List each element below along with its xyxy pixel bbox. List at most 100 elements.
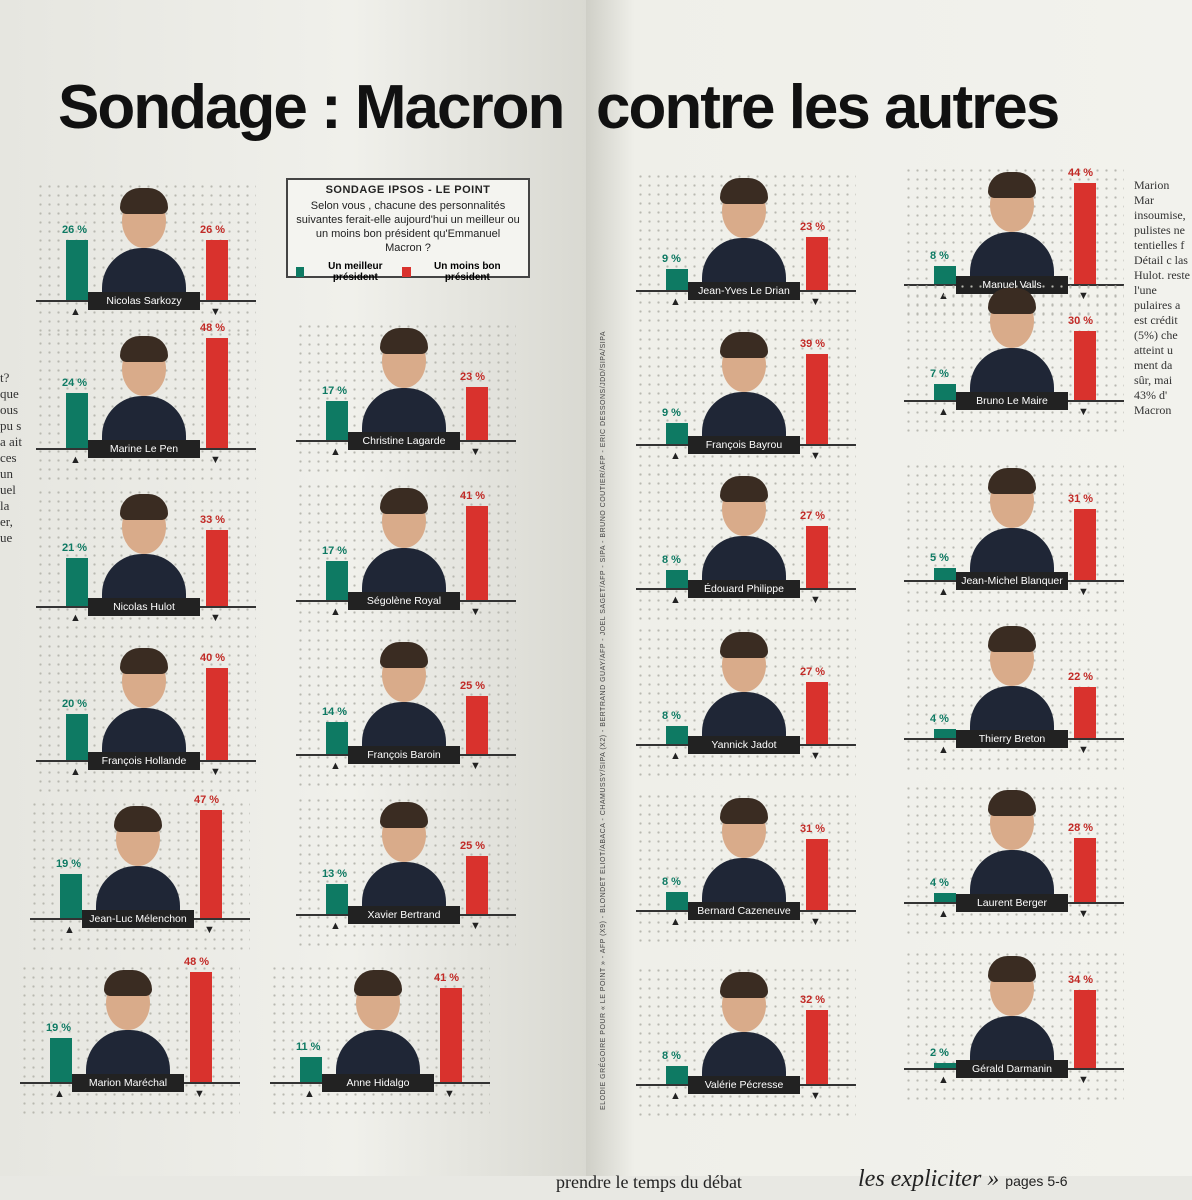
portrait-body bbox=[362, 862, 446, 912]
label-better: 17 % bbox=[322, 385, 348, 397]
side-article-text: Marion Mar insoumise, pulistes ne tentie… bbox=[1134, 178, 1190, 417]
legend-question: Selon vous , chacune des personnalités s… bbox=[296, 200, 520, 254]
label-worse: 31 % bbox=[800, 823, 826, 835]
portrait-hair bbox=[988, 172, 1036, 198]
portrait-hair bbox=[988, 468, 1036, 494]
label-better: 4 % bbox=[930, 713, 949, 725]
label-better: 8 % bbox=[662, 1050, 681, 1062]
person-name: Anne Hidalgo bbox=[322, 1074, 434, 1092]
label-worse: 25 % bbox=[460, 840, 486, 852]
label-worse: 48 % bbox=[200, 322, 226, 334]
bar-worse bbox=[206, 530, 228, 606]
bar-worse bbox=[200, 810, 222, 918]
bar-worse bbox=[190, 972, 212, 1082]
bar-worse bbox=[1074, 331, 1096, 400]
legend-worse-label: Un moins bon président bbox=[433, 261, 501, 283]
bar-worse bbox=[806, 682, 828, 744]
thumb-up-icon: ▲ bbox=[64, 924, 75, 936]
bar-better bbox=[326, 561, 348, 600]
portrait-body bbox=[970, 1016, 1054, 1066]
thumb-down-icon: ▼ bbox=[470, 446, 481, 458]
label-better: 5 % bbox=[930, 552, 949, 564]
label-worse: 39 % bbox=[800, 338, 826, 350]
portrait-hair bbox=[988, 288, 1036, 314]
bar-better bbox=[66, 240, 88, 300]
person-name: Marion Maréchal bbox=[72, 1074, 184, 1092]
portrait-body bbox=[102, 554, 186, 604]
thumb-up-icon: ▲ bbox=[70, 612, 81, 624]
portrait-hair bbox=[988, 626, 1036, 652]
footer-pages: pages 5-6 bbox=[1005, 1173, 1068, 1189]
portrait-hair bbox=[720, 798, 768, 824]
thumb-up-icon: ▲ bbox=[670, 916, 681, 928]
portrait-photo bbox=[696, 966, 792, 1082]
label-better: 8 % bbox=[662, 710, 681, 722]
portrait-hair bbox=[104, 970, 152, 996]
thumb-up-icon: ▲ bbox=[670, 750, 681, 762]
person-name: Bruno Le Maire bbox=[956, 392, 1068, 410]
label-better: 7 % bbox=[930, 368, 949, 380]
portrait-photo bbox=[356, 636, 452, 752]
portrait-body bbox=[970, 232, 1054, 282]
person-name: Marine Le Pen bbox=[88, 440, 200, 458]
portrait-photo bbox=[330, 964, 426, 1080]
bar-worse bbox=[806, 526, 828, 588]
person-card: 4 % 28 % Laurent Berger ▲ ▼ bbox=[904, 784, 1124, 934]
portrait-photo bbox=[356, 796, 452, 912]
bar-better bbox=[934, 384, 956, 400]
portrait-body bbox=[970, 528, 1054, 578]
person-name: Valérie Pécresse bbox=[688, 1076, 800, 1094]
poll-legend-box: SONDAGE IPSOS - LE POINT Selon vous , ch… bbox=[286, 178, 530, 283]
bar-better bbox=[326, 722, 348, 754]
person-card: 7 % 30 % Bruno Le Maire ▲ ▼ bbox=[904, 282, 1124, 432]
thumb-up-icon: ▲ bbox=[330, 606, 341, 618]
bar-worse bbox=[806, 1010, 828, 1084]
bar-better bbox=[934, 729, 956, 738]
person-card: 21 % 33 % Nicolas Hulot ▲ ▼ bbox=[36, 488, 256, 638]
bar-better bbox=[666, 1066, 688, 1084]
legend-title: SONDAGE IPSOS - LE POINT bbox=[325, 184, 491, 196]
label-worse: 44 % bbox=[1068, 167, 1094, 179]
thumb-up-icon: ▲ bbox=[70, 454, 81, 466]
portrait-photo bbox=[696, 172, 792, 288]
label-worse: 48 % bbox=[184, 956, 210, 968]
thumb-up-icon: ▲ bbox=[330, 760, 341, 772]
bar-better bbox=[66, 393, 88, 448]
thumb-down-icon: ▼ bbox=[210, 306, 221, 318]
portrait-photo bbox=[964, 166, 1060, 282]
portrait-hair bbox=[380, 802, 428, 828]
headline-right: contre les autres bbox=[596, 73, 1060, 142]
footer-left-text: prendre le temps du débat bbox=[556, 1172, 742, 1192]
label-better: 13 % bbox=[322, 868, 348, 880]
person-card: 26 % 26 % Nicolas Sarkozy ▲ ▼ bbox=[36, 182, 256, 332]
thumb-up-icon: ▲ bbox=[938, 1074, 949, 1086]
portrait-body bbox=[702, 692, 786, 742]
bar-worse bbox=[206, 240, 228, 300]
person-card: 20 % 40 % François Hollande ▲ ▼ bbox=[36, 642, 256, 792]
person-name: Gérald Darmanin bbox=[956, 1060, 1068, 1078]
person-card: 8 % 31 % Bernard Cazeneuve ▲ ▼ bbox=[636, 792, 856, 942]
portrait-hair bbox=[380, 488, 428, 514]
label-better: 8 % bbox=[930, 250, 949, 262]
bar-worse bbox=[206, 338, 228, 448]
label-worse: 23 % bbox=[460, 371, 486, 383]
portrait-photo bbox=[696, 470, 792, 586]
person-name: Yannick Jadot bbox=[688, 736, 800, 754]
person-card: 8 % 27 % Yannick Jadot ▲ ▼ bbox=[636, 626, 856, 776]
bar-worse bbox=[806, 839, 828, 910]
portrait-body bbox=[102, 708, 186, 758]
person-name: Christine Lagarde bbox=[348, 432, 460, 450]
bar-better bbox=[666, 423, 688, 444]
person-card: 5 % 31 % Jean-Michel Blanquer ▲ ▼ bbox=[904, 462, 1124, 612]
portrait-hair bbox=[720, 476, 768, 502]
bar-worse bbox=[1074, 990, 1096, 1068]
person-card: 11 % 41 % Anne Hidalgo ▲ ▼ bbox=[270, 964, 490, 1114]
label-better: 8 % bbox=[662, 554, 681, 566]
thumb-up-icon: ▲ bbox=[70, 306, 81, 318]
person-card: 24 % 48 % Marine Le Pen ▲ ▼ bbox=[36, 322, 256, 480]
label-worse: 23 % bbox=[800, 221, 826, 233]
portrait-photo bbox=[90, 800, 186, 916]
thumb-up-icon: ▲ bbox=[670, 450, 681, 462]
portrait-body bbox=[336, 1030, 420, 1080]
thumb-up-icon: ▲ bbox=[70, 766, 81, 778]
